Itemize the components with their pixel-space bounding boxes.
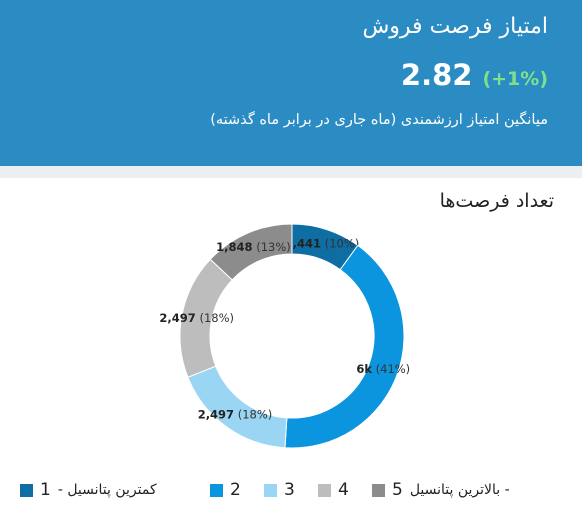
score-row: 2.82 (+1%) <box>401 58 548 92</box>
legend-label-5: - بالاترین پتانسیل <box>409 482 510 498</box>
slice-percent-5: (13%) <box>253 240 291 254</box>
slice-percent-2: (41%) <box>372 362 410 376</box>
donut-chart: 1,441 (10%)6k (41%)2,497 (18%)2,497 (18%… <box>159 223 410 449</box>
score-delta: (+1%) <box>482 68 548 90</box>
legend-label-1: کمترین پتانسیل - <box>57 482 157 498</box>
score-header: امتیاز فرصت فروش 2.82 (+1%) میانگین امتی… <box>0 0 582 166</box>
donut-slice-5[interactable] <box>209 223 293 281</box>
legend-item-2[interactable]: 2 <box>210 470 241 510</box>
slice-value-1: 1,441 <box>285 237 321 251</box>
legend-number-2: 2 <box>230 480 241 500</box>
slice-value-2: 6k <box>356 362 372 376</box>
slice-percent-3: (18%) <box>234 407 272 421</box>
chart-legend: 1 کمترین پتانسیل - 2 3 4 5 - بالاترین پت… <box>0 470 582 510</box>
donut-slice-2[interactable] <box>284 244 405 449</box>
slice-percent-4: (18%) <box>196 311 234 325</box>
slice-percent-1: (10%) <box>321 237 359 251</box>
header-title: امتیاز فرصت فروش <box>362 14 548 39</box>
slice-label-2: 6k (41%) <box>356 362 410 376</box>
slice-label-1: 1,441 (10%) <box>285 237 360 251</box>
legend-item-4[interactable]: 4 <box>318 470 349 510</box>
slice-value-5: 1,848 <box>216 240 252 254</box>
legend-item-5[interactable]: 5 - بالاترین پتانسیل <box>372 470 510 510</box>
slice-label-3: 2,497 (18%) <box>198 407 273 421</box>
legend-number-1: 1 <box>40 480 51 500</box>
slice-label-4: 2,497 (18%) <box>159 311 234 325</box>
legend-number-5: 5 <box>392 480 403 500</box>
legend-swatch-5 <box>372 483 385 497</box>
legend-item-1[interactable]: 1 کمترین پتانسیل - <box>20 470 157 510</box>
header-subtitle: میانگین امتیاز ارزشمندی (ماه جاری در برا… <box>210 112 548 128</box>
legend-number-3: 3 <box>284 480 295 500</box>
slice-value-4: 2,497 <box>159 311 195 325</box>
legend-swatch-2 <box>210 483 223 497</box>
legend-number-4: 4 <box>338 480 349 500</box>
section-divider <box>0 166 582 178</box>
legend-swatch-3 <box>264 483 277 497</box>
legend-swatch-4 <box>318 483 331 497</box>
slice-label-5: 1,848 (13%) <box>216 240 291 254</box>
legend-swatch-1 <box>20 483 33 497</box>
score-value: 2.82 <box>400 58 473 92</box>
slice-value-3: 2,497 <box>198 407 234 421</box>
chart-title: تعداد فرصت‌ها <box>439 190 554 212</box>
legend-item-3[interactable]: 3 <box>264 470 295 510</box>
